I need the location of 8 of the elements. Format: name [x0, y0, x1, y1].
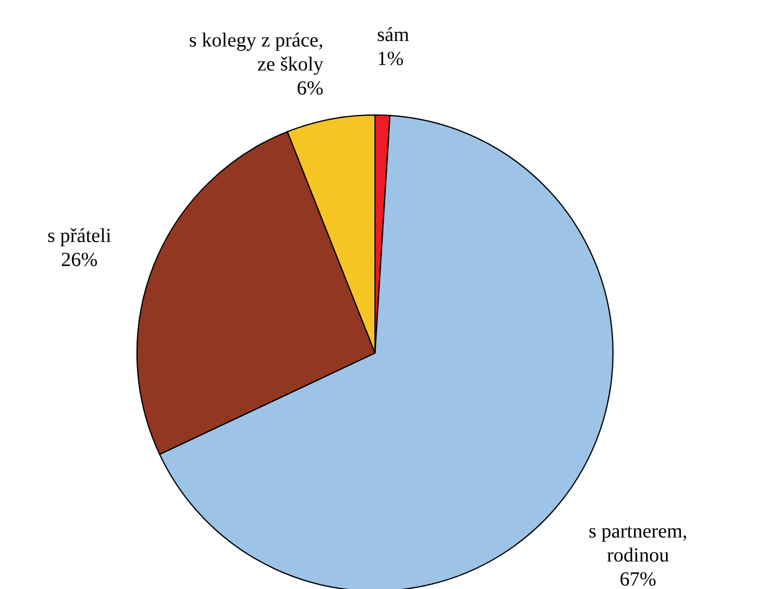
slice-label: sám — [376, 24, 410, 46]
data-label: 6% — [296, 78, 324, 100]
slice-label: s přáteli — [47, 224, 112, 247]
data-label: 1% — [376, 48, 404, 70]
data-label: 67% — [620, 568, 656, 589]
slice-label: s partnerem, rodinou — [588, 520, 688, 567]
slice-label: s kolegy z práce, ze školy — [189, 30, 324, 76]
data-label: 26% — [60, 248, 98, 271]
